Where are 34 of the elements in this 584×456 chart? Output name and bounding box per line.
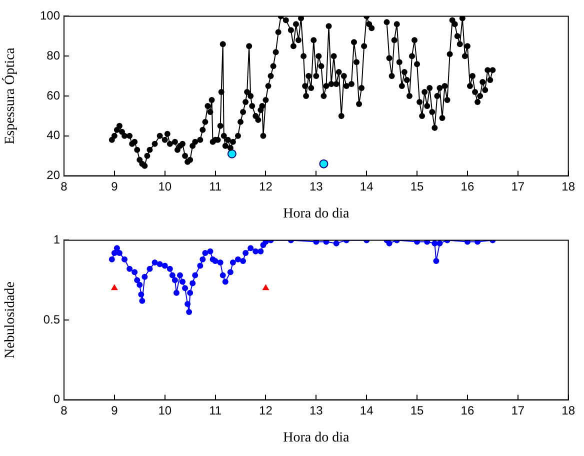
x-tick-label: 8 (60, 403, 68, 418)
y-axis-title: Nebulosidade (3, 282, 18, 358)
x-tick-label: 16 (460, 179, 474, 194)
y-tick-label: 100 (40, 8, 60, 23)
x-tick-label: 15 (410, 403, 424, 418)
x-tick-label: 11 (209, 403, 222, 418)
x-tick-label: 13 (309, 403, 324, 418)
x-axis-title: Hora do dia (283, 430, 350, 446)
x-tick-label: 18 (562, 403, 576, 418)
x-tick-label: 12 (259, 403, 273, 418)
x-tick-label: 9 (111, 403, 118, 418)
x-tick-label: 14 (360, 403, 374, 418)
y-tick-label: 0 (53, 392, 60, 406)
x-tick-label: 15 (410, 179, 424, 194)
x-tick-label: 10 (158, 403, 172, 418)
x-tick-label: 18 (562, 179, 576, 194)
y-tick-label: 40 (46, 128, 60, 142)
x-tick-label: 11 (209, 179, 222, 194)
x-tick-label: 9 (111, 179, 118, 194)
y-tick-label: 0.5 (43, 312, 60, 326)
x-tick-label: 16 (460, 403, 474, 418)
x-tick-label: 8 (60, 179, 68, 194)
x-tick-label: 17 (511, 179, 525, 194)
x-tick-label: 17 (511, 403, 525, 418)
y-tick-label: 1 (53, 232, 60, 247)
x-tick-label: 14 (360, 179, 374, 194)
y-tick-label: 20 (46, 168, 60, 182)
x-axis-title: Hora do dia (283, 206, 350, 222)
y-tick-label: 80 (46, 48, 60, 62)
x-tick-label: 13 (309, 179, 324, 194)
y-axis-title: Espessura Óptica (1, 46, 18, 144)
x-tick-label: 10 (158, 179, 172, 194)
x-tick-label: 12 (259, 179, 273, 194)
y-tick-label: 60 (46, 88, 60, 102)
